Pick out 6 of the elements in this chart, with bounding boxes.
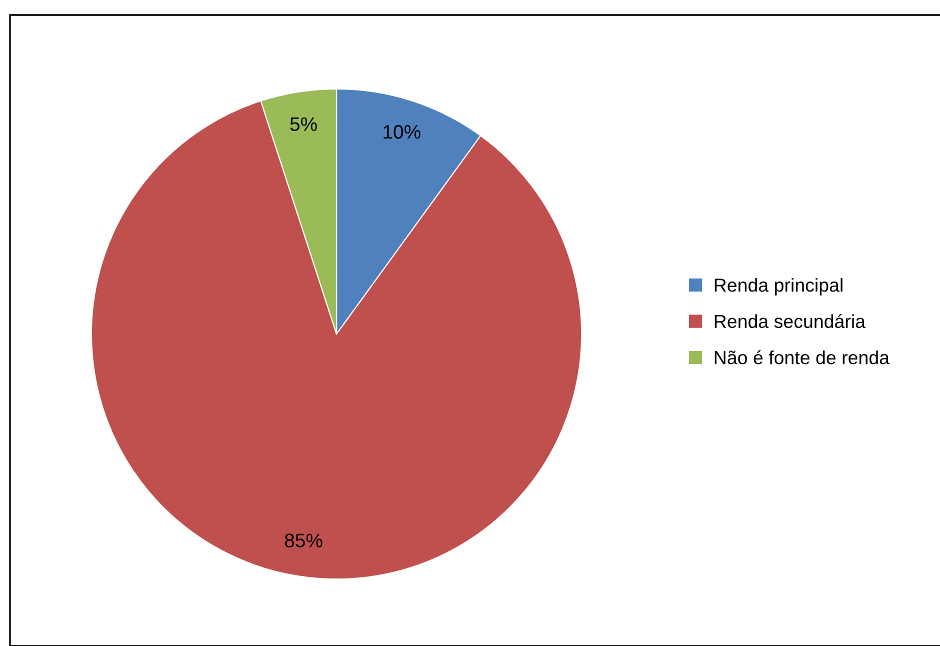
legend-label: Não é fonte de renda	[714, 350, 890, 364]
legend-label: Renda secundária	[714, 314, 866, 328]
data-label: 85%	[284, 534, 322, 548]
data-label: 10%	[384, 124, 420, 139]
data-label: 5%	[290, 117, 317, 132]
legend-label: Renda principal	[714, 278, 842, 296]
